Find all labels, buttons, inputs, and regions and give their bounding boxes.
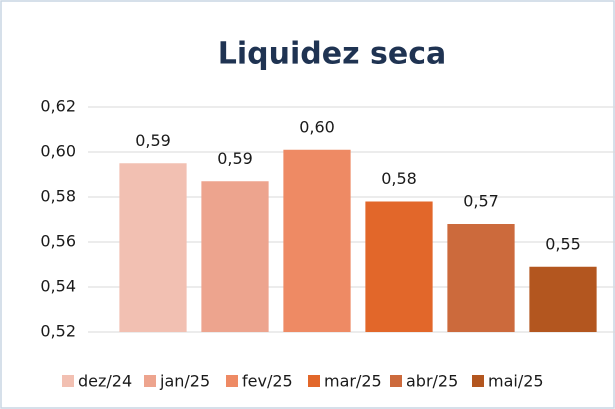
bar [201,181,269,332]
data-label: 0,59 [135,131,171,150]
legend-label: abr/25 [406,372,458,391]
legend-swatch [390,375,402,387]
data-label: 0,59 [217,149,253,168]
chart-title: Liquidez seca [218,37,446,72]
y-tick-label: 0,60 [40,142,76,161]
y-tick-label: 0,54 [40,277,76,296]
bar [447,224,515,332]
y-tick-label: 0,56 [40,232,76,251]
legend-swatch [144,375,156,387]
bar [119,163,187,332]
y-tick-label: 0,62 [40,97,76,116]
legend-swatch [226,375,238,387]
data-label: 0,57 [463,192,499,211]
y-tick-label: 0,52 [40,322,76,341]
legend-swatch [62,375,74,387]
legend-swatch [472,375,484,387]
bar [529,266,597,332]
bar [283,149,351,332]
legend-label: dez/24 [78,372,132,391]
data-label: 0,58 [381,169,417,188]
data-label: 0,55 [545,234,581,253]
bar [365,201,433,332]
legend-label: jan/25 [159,372,210,391]
legend-swatch [308,375,320,387]
y-tick-label: 0,58 [40,187,76,206]
data-label: 0,60 [299,117,335,136]
legend-label: mai/25 [488,372,544,391]
legend-label: fev/25 [242,372,293,391]
legend-label: mar/25 [324,372,382,391]
